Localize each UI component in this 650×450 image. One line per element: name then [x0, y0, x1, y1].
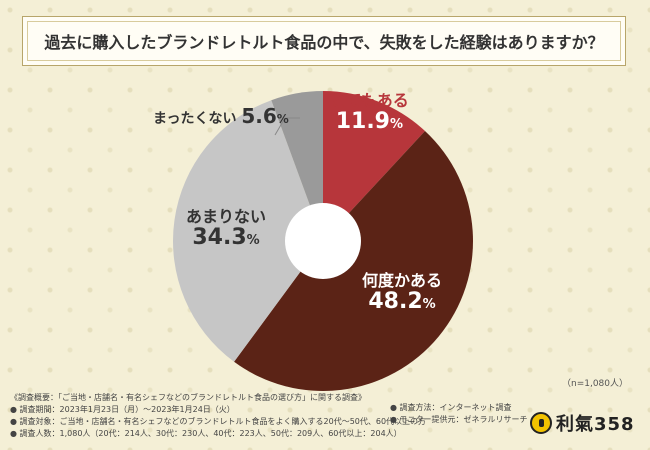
slice-label-0-pct: 11.9% — [335, 108, 404, 134]
slice-label-2-text: あまりない — [186, 207, 267, 226]
slice-label-3-pct: 5.6% — [241, 104, 289, 128]
pie-slice-3 — [271, 91, 323, 241]
footer-line: ● 調査方法：インターネット調査 — [390, 403, 512, 412]
slice-label-1: 何度かある 48.2% — [362, 272, 442, 314]
slice-label-3: まったくない 5.6% — [153, 104, 289, 128]
slice-label-1-pct: 48.2% — [368, 288, 436, 314]
slice-label-1-text: 何度かある — [362, 271, 443, 290]
chart-title-box: 過去に購入したブランドレトルト食品の中で、失敗をした経験はありますか？ — [22, 16, 626, 66]
survey-footer: 《調査概要：「ご当地・店舗名・有名シェフなどのブランドレトルト食品の選び方」に関… — [10, 392, 640, 448]
donut-hole — [285, 203, 361, 279]
pie-slice-2 — [173, 100, 323, 362]
brand-logo: 利氣358 — [530, 410, 640, 436]
pie-slice-0 — [323, 91, 425, 241]
footer-line: ● 調査期間：2023年1月23日（月）～2023年1月24日（火） — [10, 405, 235, 414]
slice-label-3-text: まったくない — [153, 111, 237, 127]
slice-label-0: とてもある 11.9% — [330, 92, 409, 134]
logo-mark-icon — [530, 412, 552, 434]
footer-line: ● 調査対象：ご当地・店舗名・有名シェフなどのブランドレトルト食品をよく購入する… — [10, 417, 427, 426]
sample-size-note: （n=1,080人） — [561, 379, 628, 389]
footer-line: 《調査概要：「ご当地・店舗名・有名シェフなどのブランドレトルト食品の選び方」に関… — [10, 393, 366, 402]
footer-line: ● モニター提供元：ゼネラルリサーチ — [390, 415, 528, 424]
logo-text: 利氣358 — [556, 414, 635, 435]
slice-label-2: あまりない 34.3% — [186, 208, 266, 250]
footer-line: ● 調査人数：1,080人（20代：214人、30代：230人、40代：223人… — [10, 429, 402, 438]
chart-title: 過去に購入したブランドレトルト食品の中で、失敗をした経験はありますか？ — [44, 33, 604, 52]
leader-line — [274, 117, 300, 136]
slice-label-0-text: とてもある — [330, 91, 409, 110]
slice-label-2-pct: 34.3% — [192, 224, 260, 250]
